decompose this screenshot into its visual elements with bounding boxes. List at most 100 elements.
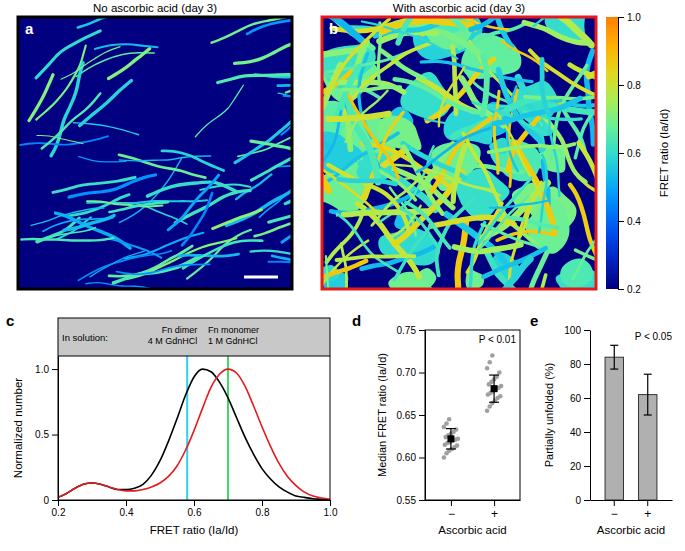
fiber	[344, 43, 431, 113]
error-stem	[614, 345, 615, 369]
fiber	[61, 47, 120, 80]
tick: 0.65	[397, 410, 425, 421]
point	[499, 384, 504, 389]
fiber	[420, 17, 464, 29]
fiber	[19, 136, 108, 145]
tick-label: 0.70	[397, 367, 417, 378]
tick-label: 0.2	[627, 284, 641, 295]
fiber	[525, 83, 596, 98]
tick-mark	[614, 500, 615, 506]
band-divider	[58, 356, 330, 357]
tick: 0.60	[397, 452, 425, 463]
fiber	[462, 166, 523, 172]
fiber	[168, 175, 218, 230]
tick-mark	[618, 221, 624, 222]
panel-d: −+0.550.600.650.700.75P < 0.01Ascorbic a…	[352, 312, 521, 536]
image-frame	[18, 17, 292, 289]
y-axis: 020406080100	[564, 325, 590, 506]
tick: −	[611, 500, 618, 521]
point	[487, 360, 492, 365]
tick-mark	[584, 466, 590, 467]
tick: −	[448, 500, 455, 521]
tick-mark	[52, 500, 58, 501]
point	[447, 417, 452, 422]
error-cap	[644, 414, 652, 415]
y-axis-title: Partially unfolded (%)	[543, 363, 555, 468]
fiber	[162, 151, 224, 171]
fiber	[425, 119, 482, 124]
tick-label: 0.4	[627, 216, 641, 227]
fiber	[29, 75, 53, 121]
tick-mark	[494, 500, 495, 506]
error-bar	[644, 374, 652, 415]
point	[454, 427, 459, 432]
error-cap	[446, 448, 456, 449]
fiber	[579, 143, 596, 206]
mean-marker	[491, 385, 498, 392]
fiber	[489, 144, 575, 152]
fiber	[95, 44, 158, 49]
scale-bar	[244, 276, 278, 279]
fiber	[454, 222, 466, 289]
tick-label: 80	[570, 359, 582, 370]
fiber	[406, 202, 450, 247]
fiber	[474, 259, 531, 289]
fiber	[56, 213, 131, 248]
error-cap	[610, 345, 618, 346]
fiber	[343, 87, 400, 90]
x-axis: −+	[591, 500, 673, 521]
tick-label: 40	[570, 427, 582, 438]
fiber	[322, 261, 366, 281]
tick-label: −	[611, 507, 618, 521]
axis-line	[590, 331, 591, 501]
colorbar-label: FRET ratio (Ia/Id)	[658, 109, 670, 198]
tick: 1.0	[618, 12, 641, 23]
tick-label: 0.6	[188, 507, 202, 518]
fiber	[325, 279, 353, 289]
fiber	[439, 67, 464, 126]
tick-mark	[618, 289, 624, 290]
line-series	[58, 369, 330, 500]
tick: 0.8	[618, 80, 641, 91]
fiber	[322, 50, 363, 59]
y-axis: 00.51.0	[35, 357, 58, 506]
fiber	[499, 115, 541, 196]
image-panel: With ascorbic acid (day 3)b	[273, 0, 655, 359]
tick-mark	[584, 500, 590, 501]
tick-mark	[419, 415, 425, 416]
error-cap	[644, 374, 652, 375]
plot-area	[605, 345, 657, 500]
fiber	[218, 74, 292, 83]
tick-mark	[52, 435, 58, 436]
annotation: P < 0.05	[635, 331, 673, 342]
fiber	[235, 114, 292, 163]
fiber	[269, 262, 292, 272]
fiber	[463, 134, 504, 219]
tick: 60	[570, 393, 590, 404]
fiber	[79, 157, 126, 162]
y-axis-title: Median FRET ratio (Ia/Id)	[376, 353, 388, 477]
plot-frame	[425, 330, 520, 500]
tick-label: 0	[43, 495, 49, 506]
fiber	[337, 256, 415, 260]
tick-mark	[419, 500, 425, 501]
tick: 0.75	[397, 325, 425, 336]
tick-mark	[618, 153, 624, 154]
fiber	[251, 144, 292, 180]
reference-line	[186, 356, 188, 500]
fiber	[53, 177, 135, 192]
fiber	[64, 215, 114, 230]
tick-mark	[419, 373, 425, 374]
error-bar	[446, 429, 456, 449]
tick-label: 0.2	[52, 507, 66, 518]
error-cap	[610, 369, 618, 370]
tick-mark	[584, 398, 590, 399]
fiber	[483, 55, 487, 114]
tick-mark	[330, 500, 331, 506]
plot-area	[442, 353, 504, 460]
fiber	[42, 93, 101, 148]
fiber	[471, 17, 522, 29]
tick: +	[491, 500, 498, 521]
tick-mark	[584, 432, 590, 433]
tick-label: 0.8	[256, 507, 270, 518]
